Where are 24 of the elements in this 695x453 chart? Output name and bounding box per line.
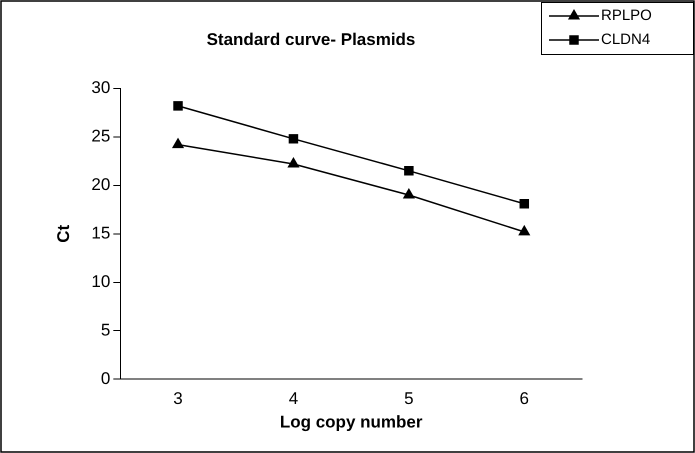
point — [403, 188, 415, 199]
point — [288, 134, 298, 144]
y-tick-label: 30 — [91, 78, 110, 98]
y-tick-label: 0 — [100, 368, 110, 388]
point — [173, 101, 183, 111]
y-tick-label: 25 — [91, 126, 110, 146]
legend-label: CLDN4 — [601, 31, 650, 48]
x-tick-label: 5 — [404, 389, 414, 408]
point — [172, 138, 184, 148]
legend-label: RPLPO — [601, 7, 652, 24]
y-tick-label: 10 — [91, 272, 110, 291]
point — [404, 166, 414, 176]
x-tick-label: 6 — [520, 389, 530, 408]
chart-title: Standard curve- Plasmids — [206, 30, 416, 49]
y-tick-label: 20 — [91, 175, 110, 194]
point — [288, 158, 300, 168]
x-tick-label: 3 — [173, 389, 183, 408]
y-axis-title: Ct — [54, 224, 73, 243]
x-axis-title: Log copy number — [280, 412, 423, 432]
x-tick-label: 4 — [288, 389, 298, 408]
y-tick-label: 5 — [100, 320, 110, 340]
y-tick-label: 15 — [91, 223, 110, 242]
point — [518, 225, 530, 236]
point — [520, 199, 530, 208]
